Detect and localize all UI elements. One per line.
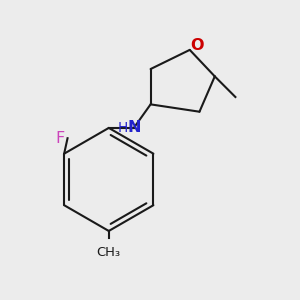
Text: N: N: [127, 120, 141, 135]
Text: H: H: [118, 121, 128, 135]
Text: CH₃: CH₃: [97, 246, 121, 259]
Text: F: F: [56, 131, 65, 146]
Text: O: O: [190, 38, 204, 53]
